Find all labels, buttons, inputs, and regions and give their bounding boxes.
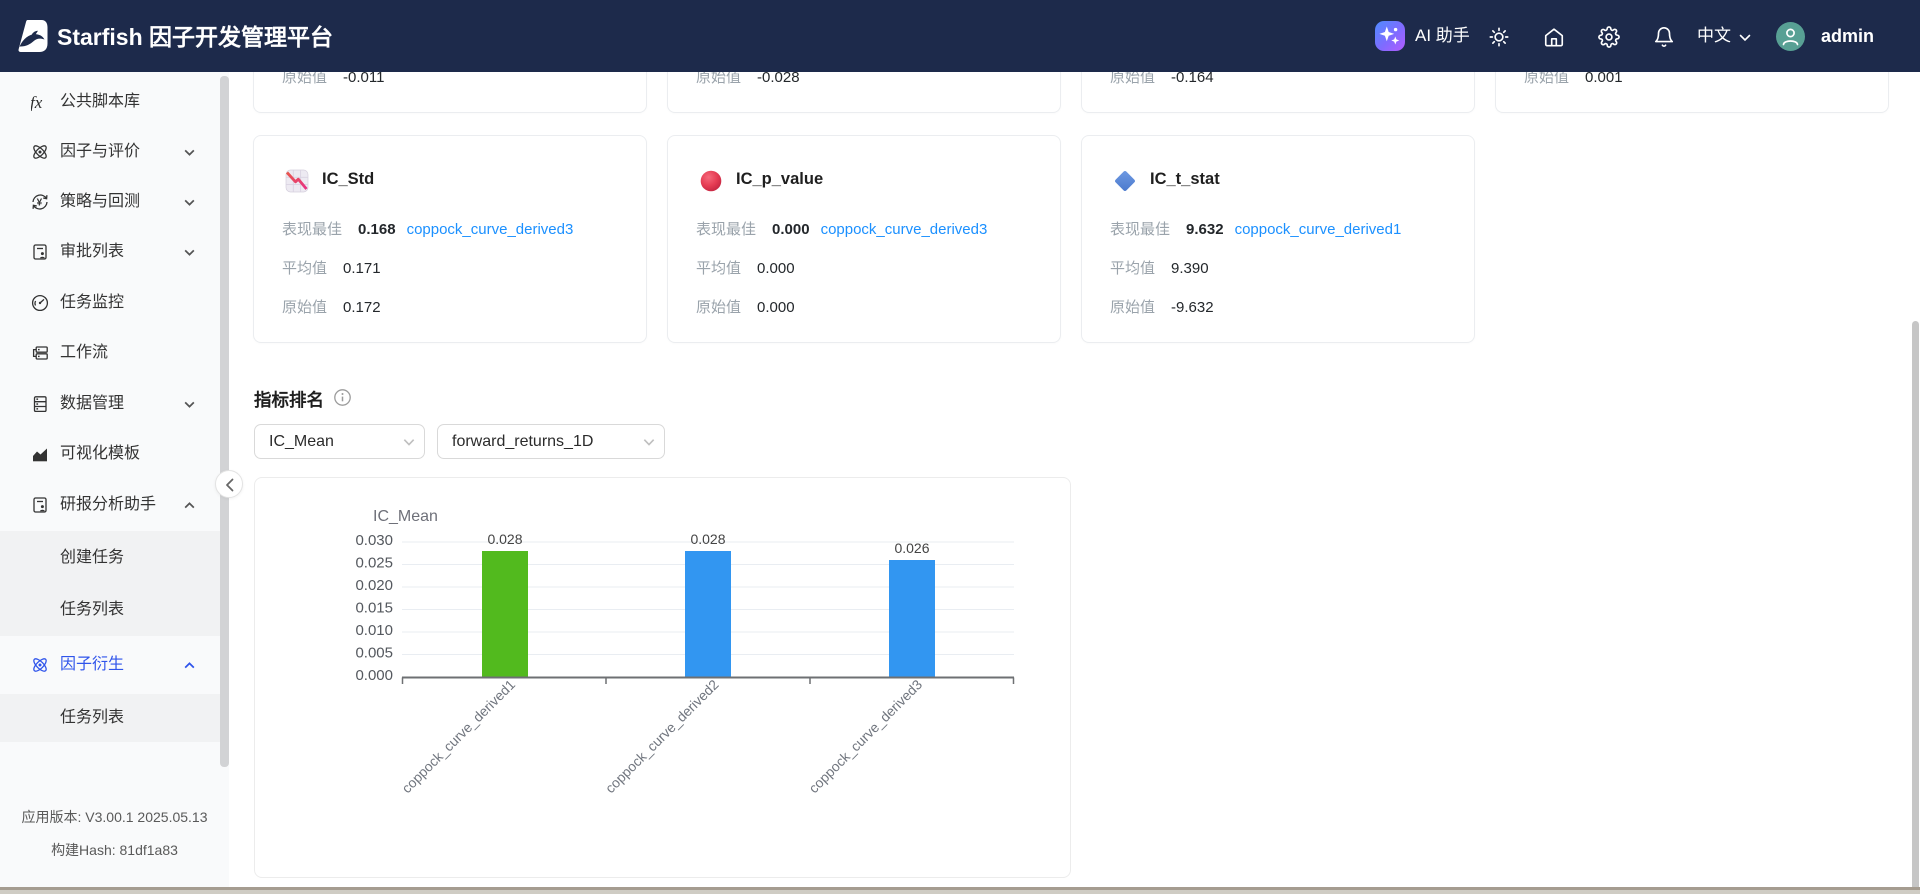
svg-text:0.030: 0.030 xyxy=(355,532,393,549)
svg-text:¥: ¥ xyxy=(37,198,43,209)
svg-text:0.010: 0.010 xyxy=(355,622,393,639)
svg-text:0.026: 0.026 xyxy=(894,540,929,556)
svg-text:coppock_curve_derived1: coppock_curve_derived1 xyxy=(399,677,518,796)
svg-text:0.015: 0.015 xyxy=(355,600,393,617)
svg-text:0.028: 0.028 xyxy=(690,531,725,547)
svg-text:0.000: 0.000 xyxy=(355,667,393,684)
svg-text:IC_Mean: IC_Mean xyxy=(373,508,438,525)
svg-text:0.020: 0.020 xyxy=(355,577,393,594)
svg-text:0.005: 0.005 xyxy=(355,645,393,662)
svg-text:fx: fx xyxy=(31,93,43,111)
svg-text:coppock_curve_derived3: coppock_curve_derived3 xyxy=(806,677,925,796)
svg-text:coppock_curve_derived2: coppock_curve_derived2 xyxy=(603,677,722,796)
svg-text:0.028: 0.028 xyxy=(487,531,522,547)
svg-text:0.025: 0.025 xyxy=(355,555,393,572)
